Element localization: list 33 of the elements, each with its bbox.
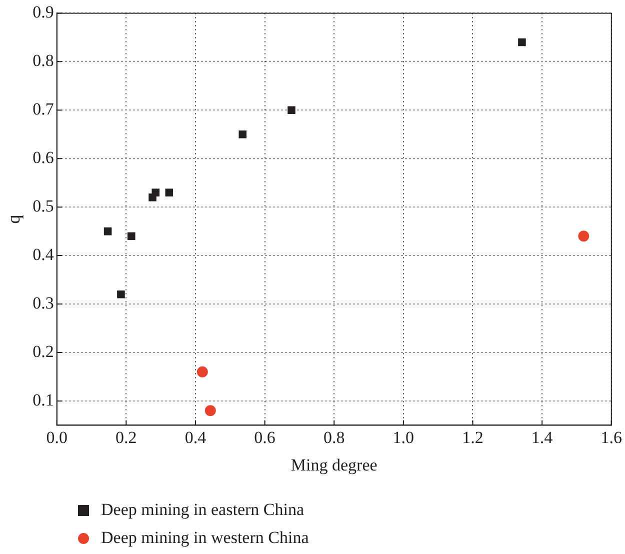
y-tick-label: 0.8 [32, 51, 54, 70]
y-tick-label: 0.5 [32, 196, 54, 216]
x-tick-label: 0.0 [46, 428, 68, 447]
x-tick-label: 1.0 [392, 428, 414, 447]
y-tick-label: 0.9 [32, 2, 54, 22]
point [578, 230, 590, 242]
y-tick-label: 0.6 [32, 148, 54, 168]
point [196, 366, 208, 378]
point [165, 188, 174, 196]
y-tick-label: 0.7 [32, 100, 54, 119]
point [238, 130, 247, 138]
y-tick-label: 0.3 [32, 293, 54, 312]
legend-label: Deep mining in western China [101, 528, 309, 548]
x-tick-label: 0.8 [323, 428, 345, 447]
y-axis-title: q [4, 214, 24, 224]
x-tick-label: 0.6 [254, 428, 276, 447]
point [204, 405, 216, 416]
y-tick-label: 0.1 [32, 390, 54, 410]
x-tick-label: 0.4 [184, 428, 207, 447]
x-axis-title: Ming degree [290, 455, 378, 474]
x-tick-label: 1.4 [531, 428, 554, 447]
y-tick-label: 0.2 [32, 342, 54, 361]
y-tick-label: 0.4 [32, 245, 54, 264]
legend-label: Deep mining in eastern China [101, 500, 304, 520]
x-tick-label: 1.6 [600, 428, 622, 447]
point [127, 232, 136, 240]
point [104, 227, 112, 236]
x-tick-label: 1.2 [462, 428, 484, 447]
point [152, 188, 160, 196]
point [518, 38, 526, 46]
point [288, 106, 296, 114]
x-tick-label: 0.2 [116, 428, 137, 447]
point [117, 290, 125, 298]
